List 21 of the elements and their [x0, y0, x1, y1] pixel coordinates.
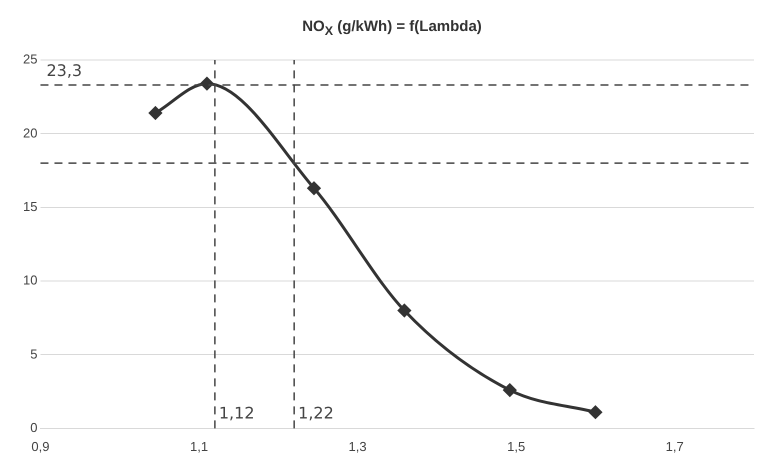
y-tick-label: 5 — [30, 346, 38, 362]
point — [148, 106, 162, 120]
x-tick-label: 1,1 — [190, 438, 208, 454]
chart-title: NO$_{X}$ (g/kWh) = f(Lambda) — [301, 18, 483, 38]
point — [588, 406, 602, 419]
x-tick-label: 1,3 — [348, 438, 367, 454]
ref-line-label: 1,22 — [298, 404, 334, 423]
point — [398, 304, 411, 318]
x-tick-label: 1,7 — [666, 438, 684, 454]
y-tick-label: 15 — [22, 198, 38, 214]
x-tick-label: 0,9 — [31, 438, 50, 454]
x-tick-label: 1,5 — [507, 438, 526, 454]
y-tick-label: 10 — [22, 272, 38, 288]
y-tick-label: 25 — [22, 52, 38, 67]
ref-line-label: 23,3 — [46, 61, 82, 80]
point — [307, 182, 320, 195]
ref-line-label: 1,12 — [218, 404, 255, 423]
y-tick-label: 0 — [30, 420, 38, 435]
point — [200, 77, 214, 90]
point — [503, 384, 516, 397]
y-tick-label: 20 — [22, 125, 38, 140]
